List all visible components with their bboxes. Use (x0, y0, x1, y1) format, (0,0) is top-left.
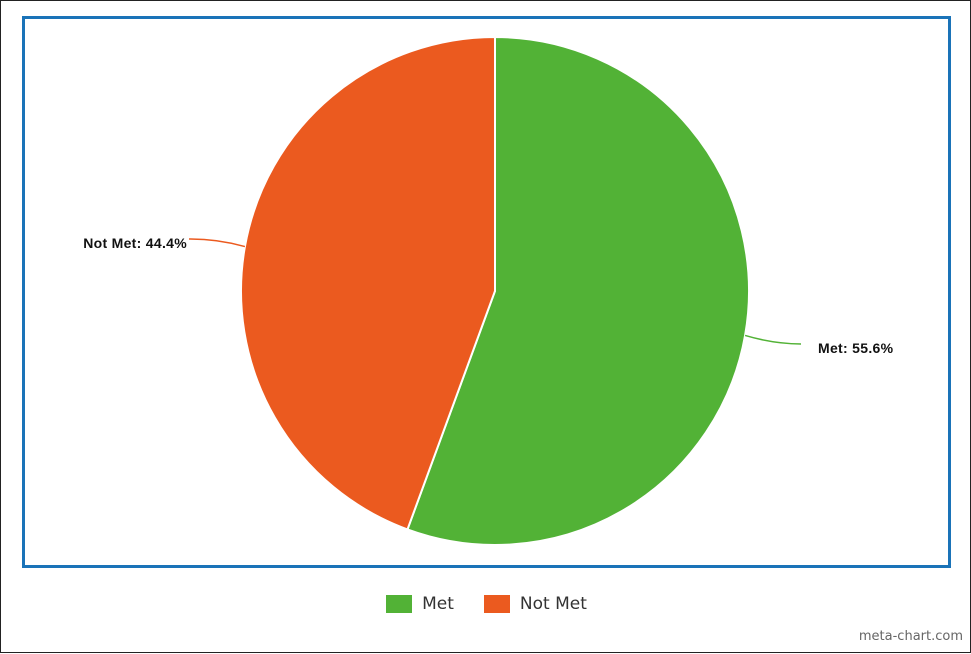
legend: Met Not Met (1, 594, 971, 614)
data-label-met: Met: 55.6% (818, 340, 894, 356)
pie-slice-not-met[interactable] (240, 35, 496, 531)
leader-line-met (744, 334, 802, 345)
legend-item-met[interactable]: Met (386, 594, 454, 614)
watermark: meta-chart.com (858, 629, 963, 644)
legend-swatch-met (386, 595, 413, 613)
legend-item-not-met[interactable]: Not Met (483, 594, 587, 614)
data-label-not-met: Not Met: 44.4% (83, 235, 187, 251)
legend-swatch-not-met (483, 595, 510, 613)
pie-slice-met[interactable] (406, 35, 750, 546)
leader-line-not-met (188, 238, 246, 248)
legend-label-not-met: Not Met (519, 594, 587, 614)
legend-label-met: Met (422, 594, 454, 614)
